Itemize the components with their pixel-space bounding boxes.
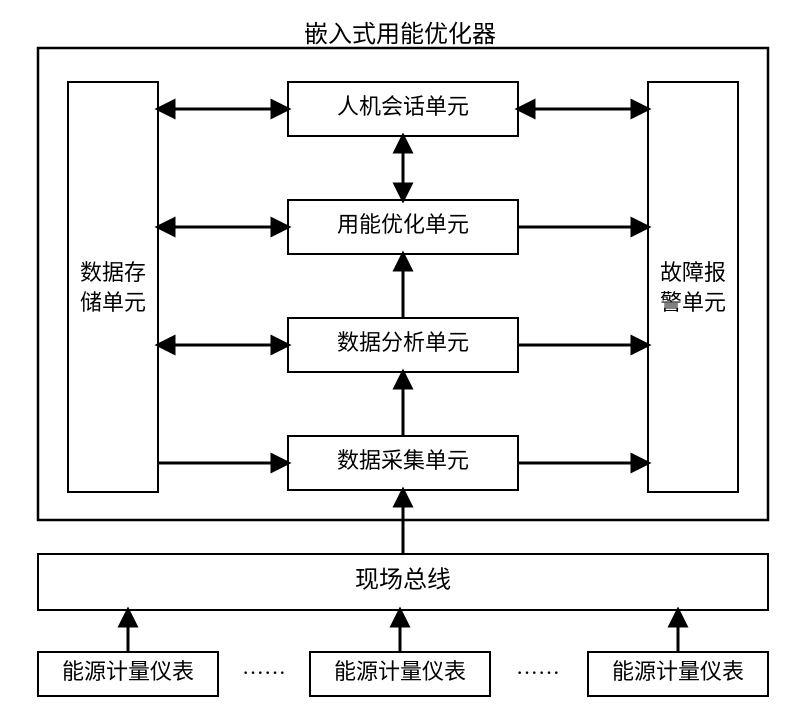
node-collect: 数据采集单元 bbox=[288, 436, 518, 490]
node-meter3: 能源计量仪表 bbox=[588, 652, 768, 696]
node-storage: 数据存储单元 bbox=[68, 82, 158, 492]
node-analyze-label: 数据分析单元 bbox=[337, 330, 469, 355]
node-hmi-label: 人机会话单元 bbox=[337, 94, 469, 119]
node-fieldbus: 现场总线 bbox=[38, 554, 768, 610]
diagram-title: 嵌入式用能优化器 bbox=[304, 21, 496, 48]
node-meter2-label: 能源计量仪表 bbox=[334, 659, 466, 684]
node-alarm: 故障报警单元 bbox=[648, 82, 738, 492]
node-opt-label: 用能优化单元 bbox=[337, 212, 469, 237]
node-hmi: 人机会话单元 bbox=[288, 82, 518, 136]
node-meter1: 能源计量仪表 bbox=[38, 652, 218, 696]
node-storage-label-1: 储单元 bbox=[80, 290, 146, 315]
node-alarm-label-1: 警单元 bbox=[660, 290, 726, 315]
node-opt: 用能优化单元 bbox=[288, 200, 518, 254]
node-meter3-label: 能源计量仪表 bbox=[612, 659, 744, 684]
node-alarm-label-0: 故障报 bbox=[660, 260, 726, 285]
node-storage-label-0: 数据存 bbox=[80, 260, 146, 285]
node-collect-label: 数据采集单元 bbox=[337, 448, 469, 473]
node-meter2: 能源计量仪表 bbox=[310, 652, 490, 696]
diagram-canvas: 嵌入式用能优化器数据存储单元故障报警单元人机会话单元用能优化单元数据分析单元数据… bbox=[0, 0, 800, 704]
ellipsis-1: ······ bbox=[516, 660, 560, 685]
node-meter1-label: 能源计量仪表 bbox=[62, 659, 194, 684]
node-fieldbus-label: 现场总线 bbox=[355, 567, 451, 594]
ellipsis-0: ······ bbox=[242, 660, 286, 685]
node-analyze: 数据分析单元 bbox=[288, 318, 518, 372]
